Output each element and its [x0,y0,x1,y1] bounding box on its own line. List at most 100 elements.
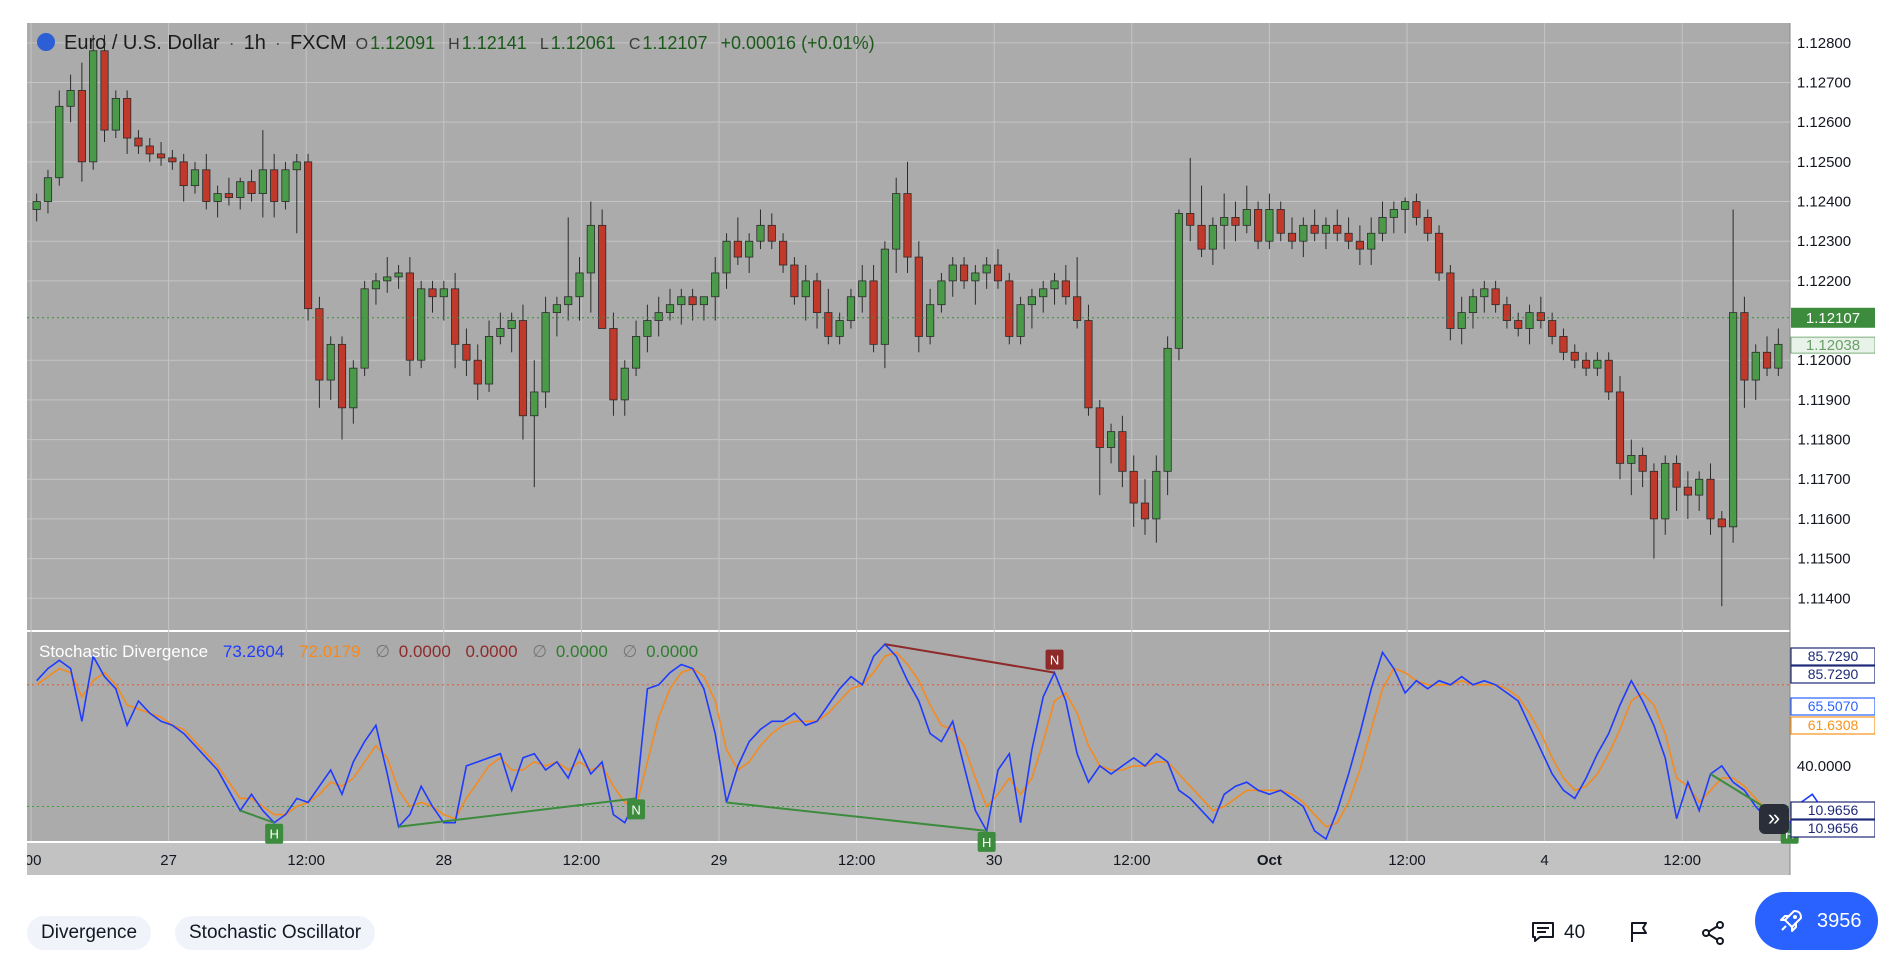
symbol-exchange: FXCM [289,32,347,54]
candle-body [631,336,641,369]
candle-body [417,288,426,361]
candle-body [1050,280,1059,290]
candle-body [892,193,901,250]
candle-body [1073,296,1082,321]
report-button[interactable] [1628,920,1650,944]
price-tick-label: 1.11900 [1797,392,1850,409]
stochastic-legend: Stochastic Divergence 73.2604 72.0179 ∅ … [39,642,702,662]
candle-body [971,272,980,282]
bull-value-1: 0.0000 [555,642,608,661]
open-label: O [355,36,369,53]
tag-stochastic-oscillator[interactable]: Stochastic Oscillator [175,916,376,950]
candle-body [1434,232,1444,274]
stoch-value-badge [1790,716,1875,735]
candle-body [1220,216,1229,226]
candle-body [1729,312,1738,528]
candle-body [1774,343,1783,369]
prev-price-badge [1790,336,1875,354]
stoch-value-label: 10.9656 [1808,802,1859,818]
low-label: L [539,36,549,53]
candle-body [123,97,132,139]
candle-body [745,240,754,258]
divergence-label: H [982,835,991,850]
comments-button[interactable]: 40 [1530,920,1585,944]
candle-body [1016,304,1025,337]
candle-body [507,320,516,329]
candle-body [337,343,347,409]
candle-body [711,272,720,298]
chart-area[interactable]: :00 27 12:00 28 12:00 29 12:00 30 12:00 Oct 12:00 4… [27,23,1875,875]
candle-body [1208,224,1217,250]
candle-body [190,169,200,187]
bear-value-1: 0.0000 [398,642,451,661]
share-button[interactable] [1700,920,1726,946]
candle-body [473,359,482,385]
candle-body [1367,232,1376,250]
candle-body [1468,296,1478,314]
boost-count: 3956 [1817,910,1862,932]
candle-body [1480,288,1489,298]
candle-body [32,201,41,210]
candle-body [1423,216,1432,234]
candle-body [89,50,98,163]
stoch-value-label: 85.7290 [1808,666,1859,682]
indicator-name[interactable]: Stochastic Divergence [39,642,209,661]
close-label: C [628,36,641,53]
candle-body [1174,213,1184,349]
scroll-to-realtime-button[interactable]: » [1759,804,1789,834]
candle-body [304,161,313,310]
symbol-legend: Euro / U.S. Dollar · 1h · FXCM O 1.12091 … [37,32,883,55]
candle-body [1446,272,1455,329]
candle-body [1593,359,1602,369]
price-tick-label: 1.11400 [1797,590,1850,607]
empty-set-icon: ∅ [622,642,638,661]
candle-body [270,169,279,202]
boost-button[interactable]: 3956 [1755,892,1878,950]
candle-body [586,224,595,274]
candle-body [1638,455,1647,472]
candle-body [428,288,437,298]
candle-body [1333,224,1342,234]
candle-body [1276,209,1285,234]
candle-body [756,224,765,242]
candle-body [1525,312,1534,329]
candle-body [1604,359,1613,393]
time-tick-label: 30 [986,852,1003,869]
candle-body [733,240,742,258]
price-tick-label: 1.12500 [1797,154,1851,171]
candle-body [1061,280,1070,298]
candle-body [360,288,369,369]
tag-divergence[interactable]: Divergence [27,916,152,950]
divergence-label: N [1050,653,1059,668]
empty-set-icon: ∅ [375,642,391,661]
candle-body [156,153,166,159]
k-value: 73.2604 [222,642,285,661]
candle-body [1683,486,1692,496]
time-tick-label: 28 [435,852,452,869]
candle-body [496,328,505,337]
divergence-label: H [269,827,278,842]
divergence-label-box [265,823,284,844]
candle-body [77,90,86,163]
change-value: +0.00016 (+0.01%) [720,33,875,53]
price-tick-label: 1.12600 [1797,114,1851,131]
candle-body [1005,280,1014,337]
candle-body [1717,518,1726,528]
candle-body [767,224,776,242]
candle-body [349,367,358,409]
candle-body [1548,320,1557,337]
chart-canvas[interactable]: :00 27 12:00 28 12:00 29 12:00 30 12:00 Oct 12:00 4… [27,23,1875,875]
candle-body [575,272,584,298]
stoch-value-label: 65.5070 [1808,698,1859,714]
symbol-title[interactable]: Euro / U.S. Dollar [64,32,220,54]
bullish-divergence-line [726,801,987,832]
price-tick-label: 1.12800 [1797,35,1851,52]
bull-value-2: 0.0000 [646,642,699,661]
bullish-divergence-line [239,809,275,824]
candle-body [858,280,867,298]
candle-body [1152,470,1161,520]
candle-body [111,97,120,131]
candle-body [1265,209,1274,242]
symbol-interval[interactable]: 1h [243,32,266,54]
stoch-value-badge [1790,819,1875,838]
